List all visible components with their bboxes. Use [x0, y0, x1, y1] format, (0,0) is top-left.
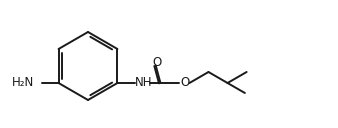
Text: O: O	[181, 77, 190, 89]
Text: H₂N: H₂N	[12, 76, 34, 88]
Text: O: O	[152, 56, 162, 69]
Text: NH: NH	[135, 76, 152, 88]
